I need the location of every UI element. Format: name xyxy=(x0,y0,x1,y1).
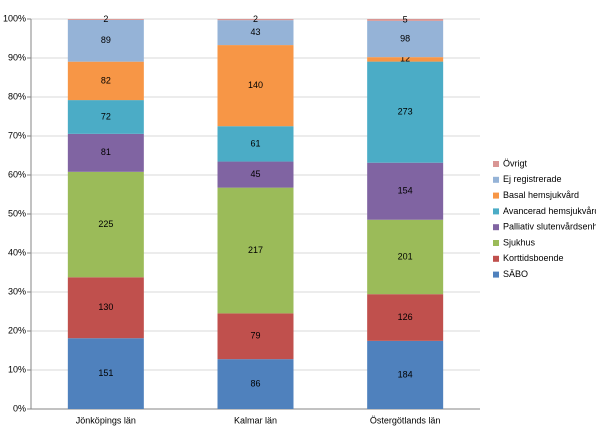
y-tick-label: 90% xyxy=(8,52,26,62)
data-label: 2 xyxy=(103,14,108,24)
data-label: 273 xyxy=(398,107,413,117)
legend-swatch xyxy=(493,271,499,278)
data-label: 154 xyxy=(398,186,413,196)
bar-segment xyxy=(217,313,294,360)
data-label: 217 xyxy=(248,245,263,255)
data-label: 2 xyxy=(253,14,258,24)
bar-segment xyxy=(217,161,294,188)
x-tick-label: Östergötlands län xyxy=(370,415,441,425)
bar-segment xyxy=(367,61,444,163)
legend-swatch xyxy=(493,224,499,231)
bar-segment xyxy=(67,19,144,20)
legend-swatch xyxy=(493,161,499,167)
bar-segment xyxy=(367,294,444,341)
y-tick-label: 70% xyxy=(8,130,26,140)
bar-segment xyxy=(67,171,144,278)
data-label: 86 xyxy=(250,378,260,388)
legend-swatch xyxy=(493,176,499,183)
legend-label: Korttidsboende xyxy=(503,253,564,263)
bar-segment xyxy=(67,19,144,62)
y-tick-label: 100% xyxy=(3,13,26,23)
x-tick-label: Jönköpings län xyxy=(76,415,136,425)
legend-swatch xyxy=(493,240,499,246)
bar-segment xyxy=(367,162,444,220)
x-tick-label: Kalmar län xyxy=(234,415,277,425)
legend-label: Ej registrerade xyxy=(503,174,562,184)
data-label: 89 xyxy=(101,35,111,45)
data-label: 43 xyxy=(250,27,260,37)
data-label: 61 xyxy=(250,138,260,148)
legend-swatch xyxy=(493,208,499,215)
y-tick-label: 10% xyxy=(8,364,26,374)
data-label: 126 xyxy=(398,312,413,322)
data-label: 225 xyxy=(98,219,113,229)
bar-segment xyxy=(67,277,144,339)
legend-label: SÄBO xyxy=(503,269,528,279)
y-tick-label: 60% xyxy=(8,169,26,179)
data-label: 79 xyxy=(250,331,260,341)
data-label: 12 xyxy=(400,54,410,64)
bar-segment xyxy=(67,100,144,134)
bar-segment xyxy=(367,19,444,21)
data-label: 45 xyxy=(250,169,260,179)
bar-segment xyxy=(217,19,294,21)
data-label: 140 xyxy=(248,80,263,90)
y-tick-label: 50% xyxy=(8,208,26,218)
y-tick-label: 30% xyxy=(8,286,26,296)
data-label: 201 xyxy=(398,251,413,261)
y-tick-label: 40% xyxy=(8,247,26,257)
data-label: 184 xyxy=(398,369,413,379)
bar-segment xyxy=(67,133,144,172)
bar-segment xyxy=(217,45,294,127)
y-tick-label: 80% xyxy=(8,91,26,101)
legend-swatch xyxy=(493,192,499,199)
y-tick-label: 20% xyxy=(8,325,26,335)
data-label: 81 xyxy=(101,147,111,157)
bar-segment xyxy=(67,338,144,409)
legend-label: Sjukhus xyxy=(503,237,536,247)
legend-swatch xyxy=(493,255,499,262)
legend-label: Basal hemsjukvård xyxy=(503,190,579,200)
y-tick-label: 0% xyxy=(13,403,26,413)
data-label: 98 xyxy=(400,33,410,43)
data-label: 130 xyxy=(98,302,113,312)
bar-segment xyxy=(67,61,144,101)
bar-segment xyxy=(217,359,294,409)
data-label: 72 xyxy=(101,111,111,121)
bar-segment xyxy=(367,57,444,62)
bar-segment xyxy=(367,20,444,58)
bar-segment xyxy=(367,219,444,295)
legend-label: Palliativ slutenvårdsenhet xyxy=(503,222,596,232)
bar-segment xyxy=(217,126,294,162)
bar-segment xyxy=(217,187,294,314)
data-label: 5 xyxy=(403,14,408,24)
bar-segment xyxy=(367,340,444,409)
legend-label: Övrigt xyxy=(503,158,528,168)
legend-label: Avancerad hemsjukvård xyxy=(503,206,596,216)
bar-segment xyxy=(217,20,294,46)
data-label: 151 xyxy=(98,368,113,378)
data-label: 82 xyxy=(101,75,111,85)
